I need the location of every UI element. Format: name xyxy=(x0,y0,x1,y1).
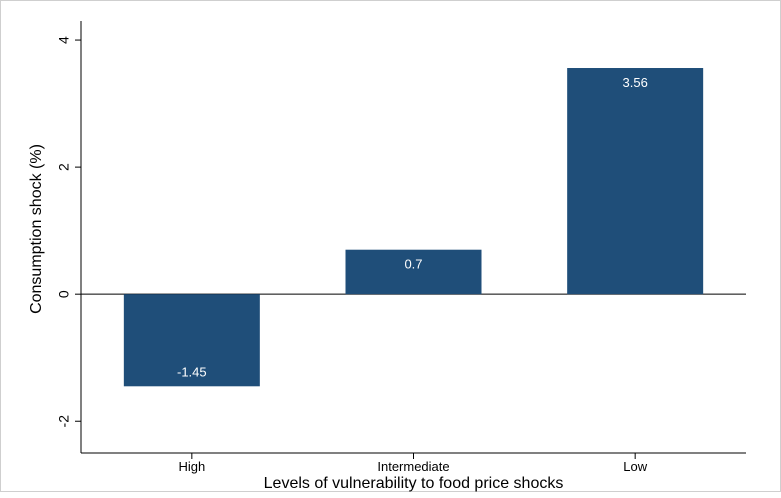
data-label: -1.45 xyxy=(177,364,207,379)
x-axis-title: Levels of vulnerability to food price sh… xyxy=(264,475,564,492)
x-tick-label: Intermediate xyxy=(377,459,449,474)
y-tick-label: 4 xyxy=(56,36,72,44)
y-tick-labels: -2 0 2 4 xyxy=(56,36,72,428)
x-tick-labels: High Intermediate Low xyxy=(178,459,647,474)
bar-high xyxy=(123,294,260,387)
y-tick-label: -2 xyxy=(56,415,72,428)
data-labels: -1.45 0.7 3.56 xyxy=(177,75,648,379)
y-axis-title: Consumption shock (%) xyxy=(28,144,45,314)
data-label: 0.7 xyxy=(404,257,422,272)
data-label: 3.56 xyxy=(623,75,648,90)
bar-intermediate xyxy=(345,249,482,295)
bar-low xyxy=(567,68,704,295)
x-tick-label: High xyxy=(178,459,205,474)
y-tick-label: 2 xyxy=(56,163,72,171)
bars xyxy=(123,68,704,387)
x-tick-label: Low xyxy=(623,459,647,474)
y-tick-label: 0 xyxy=(56,290,72,298)
